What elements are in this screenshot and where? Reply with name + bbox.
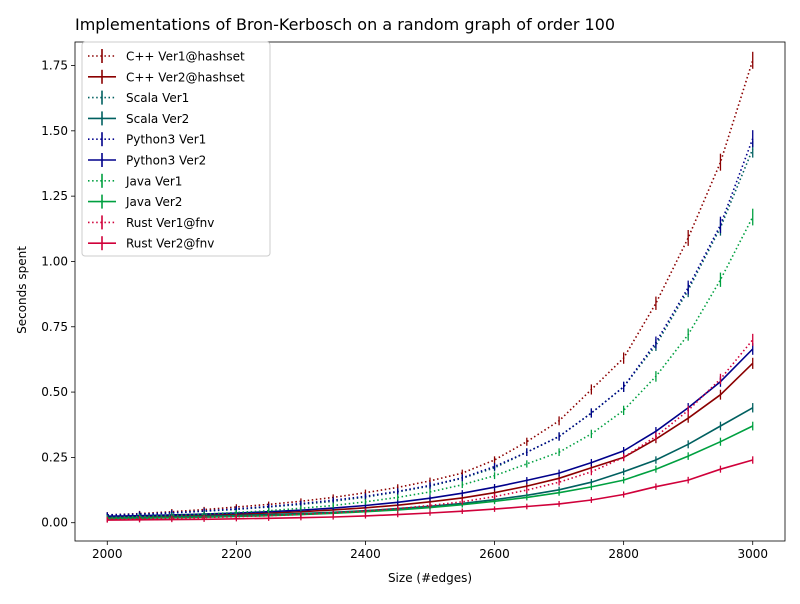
legend-item: Java Ver2	[88, 194, 182, 209]
plot-frame	[74, 41, 786, 542]
x-tick-label: 2000	[92, 547, 123, 561]
legend-item: Java Ver1	[88, 173, 182, 188]
y-tick-label: 1.00	[41, 254, 68, 268]
y-tick-label: 0.25	[41, 450, 68, 464]
legend-item: Rust Ver1@fnv	[88, 215, 214, 230]
legend-item: Rust Ver2@fnv	[88, 236, 214, 251]
legend-label: Python3 Ver1	[126, 133, 206, 147]
y-tick-label: 0.75	[41, 320, 68, 334]
chart-title: Implementations of Bron-Kerbosch on a ra…	[75, 15, 615, 34]
x-tick-label: 2600	[479, 547, 510, 561]
x-tick-label: 2200	[221, 547, 252, 561]
y-tick-label: 1.50	[41, 124, 68, 138]
legend: C++ Ver1@hashset C++ Ver2@hashset Scala Ve…	[81, 41, 271, 257]
series-10	[106, 456, 754, 523]
legend-item: C++ Ver1@hashset	[88, 49, 245, 64]
legend-label: Scala Ver1	[126, 91, 189, 105]
series-7	[106, 208, 754, 521]
legend-label: Java Ver1	[125, 174, 182, 188]
series-line	[107, 339, 754, 521]
y-axis-label: Seconds spent	[15, 246, 29, 334]
legend-label: Scala Ver2	[126, 112, 189, 126]
legend-label: Rust Ver2@fnv	[126, 237, 214, 251]
legend-item: Scala Ver2	[88, 111, 189, 126]
legend-item: C++ Ver2@hashset	[88, 69, 245, 84]
legend-item: Python3 Ver1	[88, 132, 206, 147]
y-tick-label: 0.50	[41, 385, 68, 399]
plot-lines	[106, 51, 754, 523]
y-tick-label: 1.75	[41, 59, 68, 73]
legend-label: Python3 Ver2	[126, 154, 206, 168]
x-tick-label: 2400	[350, 547, 381, 561]
y-tick-label: 0.00	[41, 516, 68, 530]
x-axis-label: Size (#edges)	[388, 571, 472, 585]
y-tick-label: 1.25	[41, 189, 68, 203]
legend-label: C++ Ver2@hashset	[126, 70, 245, 84]
legend-item: Scala Ver1	[88, 90, 189, 105]
axes: 2000 2200 2400 2600 2800 3000 0.00 0.25 0.50 0.75…	[41, 41, 786, 561]
legend-item: Python3 Ver2	[88, 153, 206, 168]
x-tick-label: 2800	[608, 547, 639, 561]
legend-label: C++ Ver1@hashset	[126, 50, 245, 64]
x-tick-label: 3000	[737, 547, 768, 561]
legend-label: Java Ver2	[125, 195, 182, 209]
series-5	[106, 130, 754, 518]
legend-label: Rust Ver1@fnv	[126, 216, 214, 230]
legend-box	[81, 41, 271, 257]
